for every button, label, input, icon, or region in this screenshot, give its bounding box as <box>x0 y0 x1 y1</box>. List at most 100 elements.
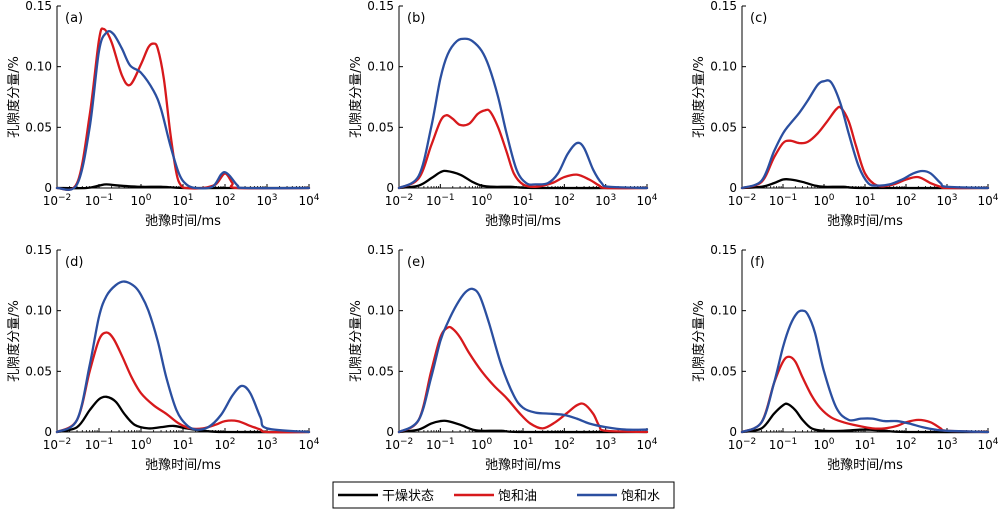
panel-label: (b) <box>407 11 425 26</box>
y-axis-title: 孔隙度分量/% <box>348 300 364 382</box>
x-tick-label: 101 <box>854 437 875 452</box>
x-tick-label: 104 <box>636 437 657 452</box>
y-tick-label: 0.10 <box>710 60 737 74</box>
series-line <box>397 37 649 190</box>
x-tick-label: 104 <box>298 193 319 208</box>
y-tick-label: 0.05 <box>367 364 394 378</box>
x-axis-title: 弛豫时间/ms <box>827 458 903 473</box>
panel-label: (d) <box>65 255 83 270</box>
x-tick-label: 10−2 <box>385 193 414 208</box>
series-line <box>740 309 990 434</box>
x-tick-label: 101 <box>172 193 193 208</box>
series-line <box>397 325 649 434</box>
x-tick-label: 102 <box>895 437 916 452</box>
x-tick-label: 101 <box>512 437 533 452</box>
series-line <box>397 419 649 434</box>
x-axis-title: 弛豫时间/ms <box>145 214 221 229</box>
legend-label: 饱和油 <box>498 489 537 504</box>
x-tick-label: 10−1 <box>85 193 114 208</box>
y-tick-label: 0.05 <box>710 120 737 134</box>
y-tick-label: 0.05 <box>367 120 394 134</box>
series-line <box>55 27 311 191</box>
x-tick-label: 10−1 <box>85 437 114 452</box>
series-line <box>397 287 649 434</box>
y-tick-label: 0 <box>729 181 737 195</box>
y-axis-title: 孔隙度分量/% <box>691 300 707 382</box>
panel-label: (c) <box>750 11 767 26</box>
y-tick-label: 0.10 <box>710 304 737 318</box>
x-axis-title: 弛豫时间/ms <box>485 458 561 473</box>
legend-box <box>332 481 675 509</box>
x-tick-label: 104 <box>977 437 998 452</box>
x-tick-label: 103 <box>256 437 277 452</box>
y-tick-label: 0.15 <box>25 0 52 13</box>
series-line <box>740 79 990 190</box>
y-tick-label: 0.10 <box>25 60 52 74</box>
x-tick-label: 103 <box>595 193 616 208</box>
y-tick-label: 0 <box>44 181 52 195</box>
x-tick-label: 102 <box>214 193 235 208</box>
chart-panel: 0 0.05 0.10 0.15 10−2 10−1 100 101 102 103 104 弛豫时间… <box>348 243 658 473</box>
x-tick-label: 104 <box>977 193 998 208</box>
panel-label: (a) <box>65 11 83 26</box>
chart-panel: 0 0.05 0.10 0.15 10−2 10−1 100 101 102 103 104 弛豫时间… <box>691 243 999 473</box>
x-tick-label: 10−1 <box>769 437 798 452</box>
x-tick-label: 102 <box>895 193 916 208</box>
x-tick-label: 103 <box>595 437 616 452</box>
legend-label: 饱和水 <box>621 489 660 504</box>
x-tick-label: 100 <box>471 193 492 208</box>
x-tick-label: 103 <box>936 437 957 452</box>
x-tick-label: 104 <box>636 193 657 208</box>
x-tick-label: 102 <box>214 437 235 452</box>
y-tick-label: 0.10 <box>25 304 52 318</box>
y-tick-label: 0.15 <box>367 0 394 13</box>
x-tick-label: 10−2 <box>385 437 414 452</box>
x-axis-title: 弛豫时间/ms <box>827 214 903 229</box>
x-tick-label: 10−2 <box>728 193 757 208</box>
series-line <box>740 355 990 434</box>
x-tick-label: 101 <box>172 437 193 452</box>
series-line <box>740 177 990 190</box>
x-tick-label: 101 <box>512 193 533 208</box>
x-tick-label: 100 <box>813 437 834 452</box>
y-tick-label: 0.10 <box>367 60 394 74</box>
panel-label: (f) <box>750 255 765 270</box>
chart-panel: 0 0.05 0.10 0.15 10−2 10−1 100 101 102 103 104 弛豫时间… <box>691 0 999 229</box>
y-tick-label: 0.15 <box>25 243 52 257</box>
y-tick-label: 0.05 <box>25 364 52 378</box>
y-tick-label: 0 <box>386 425 394 439</box>
chart-panel: 0 0.05 0.10 0.15 10−2 10−1 100 101 102 103 104 弛豫时间… <box>6 243 320 473</box>
y-tick-label: 0.05 <box>710 364 737 378</box>
x-tick-label: 101 <box>854 193 875 208</box>
y-axis-title: 孔隙度分量/% <box>6 300 22 382</box>
x-tick-label: 10−1 <box>426 437 455 452</box>
x-tick-label: 100 <box>130 193 151 208</box>
series-line <box>55 331 311 434</box>
series-line <box>740 402 990 434</box>
x-tick-label: 103 <box>936 193 957 208</box>
x-axis-title: 弛豫时间/ms <box>485 214 561 229</box>
series-line <box>397 108 649 190</box>
x-tick-label: 104 <box>298 437 319 452</box>
y-tick-label: 0 <box>44 425 52 439</box>
x-tick-label: 100 <box>130 437 151 452</box>
x-tick-label: 100 <box>813 193 834 208</box>
x-tick-label: 10−2 <box>43 437 72 452</box>
x-tick-label: 102 <box>554 437 575 452</box>
legend: 干燥状态 饱和油 饱和水 <box>332 481 675 509</box>
legend-label: 干燥状态 <box>382 489 434 504</box>
y-axis-title: 孔隙度分量/% <box>6 56 22 138</box>
chart-panel: 0 0.05 0.10 0.15 10−2 10−1 100 101 102 103 104 弛豫时间… <box>6 0 320 229</box>
y-tick-label: 0.15 <box>710 0 737 13</box>
x-axis-title: 弛豫时间/ms <box>145 458 221 473</box>
panel-label: (e) <box>407 255 425 270</box>
x-tick-label: 10−1 <box>426 193 455 208</box>
y-tick-label: 0 <box>729 425 737 439</box>
chart-panel: 0 0.05 0.10 0.15 10−2 10−1 100 101 102 103 104 弛豫时间… <box>348 0 658 229</box>
x-tick-label: 103 <box>256 193 277 208</box>
y-axis-title: 孔隙度分量/% <box>691 56 707 138</box>
x-tick-label: 102 <box>554 193 575 208</box>
x-tick-label: 10−2 <box>728 437 757 452</box>
series-line <box>740 105 990 190</box>
